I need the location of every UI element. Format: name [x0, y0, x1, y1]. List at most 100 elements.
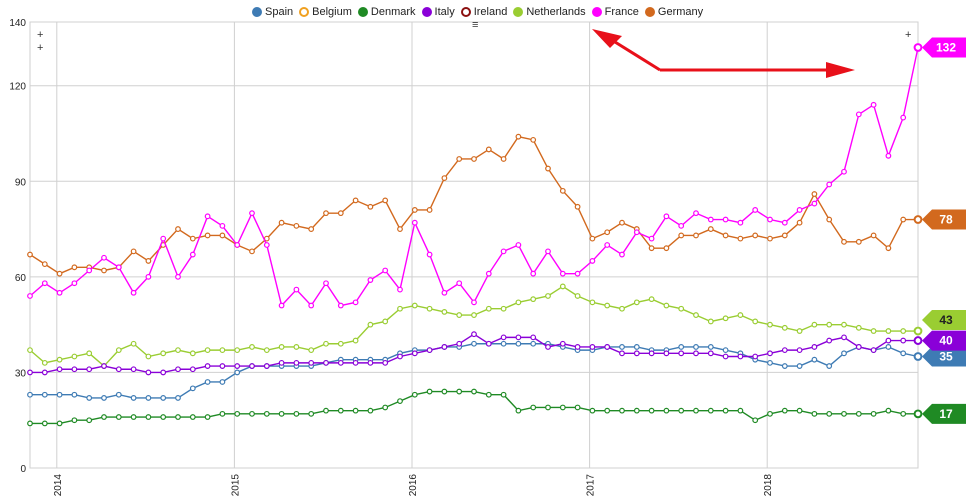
legend-item-italy[interactable]: Italy [421, 6, 455, 18]
end-label-text: 78 [939, 213, 953, 227]
data-point [249, 410, 255, 417]
legend-item-denmark[interactable]: Denmark [357, 6, 416, 18]
plus-handle-icon[interactable]: + [37, 29, 44, 41]
data-point [767, 359, 773, 366]
legend-item-france[interactable]: France [591, 6, 639, 18]
data-point [604, 229, 611, 236]
data-point [293, 410, 300, 417]
data-point [56, 270, 63, 277]
data-point [855, 111, 862, 118]
data-point [648, 296, 655, 303]
data-point [722, 216, 729, 223]
data-point [337, 407, 344, 414]
data-point [900, 114, 907, 121]
data-point [41, 391, 48, 398]
data-point [160, 350, 167, 357]
data-point [722, 315, 729, 322]
data-point [160, 395, 167, 401]
data-point [101, 363, 107, 369]
data-point [900, 350, 907, 357]
data-point [826, 321, 833, 328]
data-point [633, 344, 640, 350]
data-point [101, 395, 107, 401]
data-point [115, 366, 122, 373]
data-point [189, 235, 196, 242]
menu-icon[interactable]: ≡ [472, 19, 479, 31]
data-point [204, 347, 211, 354]
data-point [456, 156, 463, 162]
data-point [426, 305, 433, 312]
data-point [27, 293, 33, 299]
plus-handle-icon[interactable]: + [37, 42, 44, 54]
data-point [619, 305, 625, 312]
data-point [841, 321, 847, 328]
data-point [101, 267, 107, 274]
data-point [234, 242, 241, 248]
data-point [545, 248, 551, 255]
data-point [545, 404, 551, 411]
data-point [323, 280, 329, 287]
data-point [811, 410, 818, 417]
data-point [397, 353, 403, 360]
data-point [752, 207, 759, 213]
data-point [86, 366, 93, 373]
data-point [308, 410, 315, 417]
legend-item-spain[interactable]: Spain [252, 6, 293, 18]
data-point [411, 391, 418, 398]
data-point [604, 344, 611, 350]
data-point [545, 293, 551, 299]
legend-item-ireland[interactable]: Ireland [460, 6, 507, 18]
data-point [56, 356, 63, 363]
end-label-text: 43 [939, 313, 953, 327]
data-point [870, 347, 877, 354]
data-point [589, 235, 596, 242]
data-point [781, 219, 788, 226]
data-point [441, 289, 448, 296]
data-point [693, 210, 699, 217]
data-point [471, 331, 477, 338]
data-point [500, 305, 507, 312]
data-point [71, 353, 78, 360]
data-point [189, 350, 196, 357]
data-point [219, 347, 226, 354]
data-point [781, 324, 788, 331]
data-point [278, 219, 285, 226]
data-point [589, 344, 596, 350]
data-point [189, 385, 196, 392]
data-point [826, 363, 833, 369]
data-point [86, 395, 93, 401]
data-point [41, 359, 48, 366]
data-point [426, 207, 433, 213]
data-point [855, 238, 862, 245]
data-point [367, 359, 374, 366]
data-point [426, 251, 433, 258]
data-point [249, 248, 255, 255]
y-tick-label: 0 [20, 464, 26, 475]
data-point [693, 344, 699, 350]
data-point [367, 321, 374, 328]
data-point [707, 407, 714, 414]
data-point [811, 356, 818, 363]
legend-item-belgium[interactable]: Belgium [299, 6, 352, 18]
legend-item-germany[interactable]: Germany [644, 6, 703, 18]
data-point [308, 347, 315, 354]
data-point [663, 245, 670, 252]
end-point [913, 352, 923, 361]
data-point [811, 321, 818, 328]
data-point [500, 334, 507, 341]
data-point [86, 267, 93, 274]
data-point [870, 410, 877, 417]
data-point [204, 213, 211, 220]
data-point [471, 388, 477, 395]
data-point [574, 344, 581, 350]
data-point [589, 407, 596, 414]
legend: Spain Belgium Denmark Italy Ireland Netherlan… [252, 3, 709, 21]
plus-handle-icon[interactable]: + [905, 29, 912, 41]
data-point [204, 363, 211, 369]
data-point [500, 340, 507, 347]
legend-label: France [604, 6, 639, 18]
data-point [115, 414, 122, 420]
data-point [796, 407, 803, 414]
legend-item-netherlands[interactable]: Netherlands [513, 6, 586, 18]
